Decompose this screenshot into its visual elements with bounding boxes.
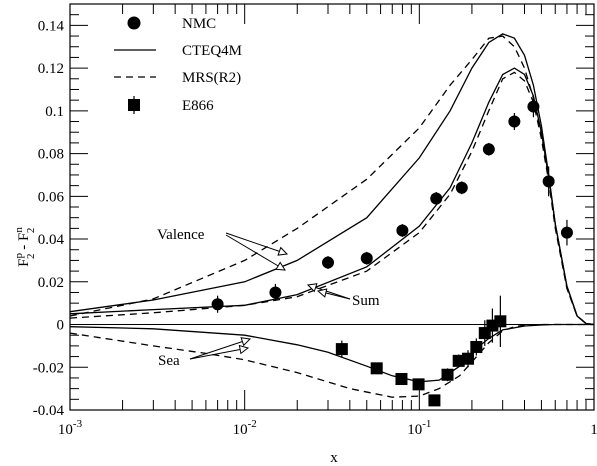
x-tick-label: 10-3: [58, 418, 83, 438]
legend: NMC CTEQ4M MRS(R2) E866: [114, 16, 242, 114]
e866-point: [452, 354, 465, 367]
annotations: Valence Sum Sea: [157, 227, 380, 369]
nmc-point: [482, 143, 495, 156]
curve-cteq4m-sum: [69, 67, 595, 326]
nmc-point: [269, 286, 282, 299]
sea-arrow-solid-head: [240, 337, 252, 347]
nmc-point: [396, 224, 409, 237]
nmc-point: [455, 181, 468, 194]
y-tick-label: 0.14: [38, 18, 65, 34]
nmc-point: [360, 252, 373, 265]
e866-point: [370, 362, 383, 375]
y-tick-label: 0.1: [45, 104, 64, 120]
curve-mrsr2-sum: [69, 71, 595, 326]
y-axis-label-f1: F: [16, 259, 32, 267]
valence-arrow-dashed-head: [277, 246, 289, 256]
legend-marker-nmc: [127, 16, 141, 30]
nmc-point: [542, 175, 555, 188]
annotation-valence: Valence: [157, 227, 205, 243]
y-axis-label: Fp2 - Fn2: [13, 227, 37, 267]
annotation-sea: Sea: [158, 353, 180, 369]
nmc-point: [527, 100, 540, 113]
y-tick-label: 0.08: [38, 147, 64, 163]
y-axis-label-sup2: n: [13, 227, 25, 233]
curve-mrsr2-sea: [69, 323, 594, 398]
e866-point: [462, 352, 475, 365]
model-curves: [69, 33, 595, 398]
y-tick-label: -0.02: [33, 360, 64, 376]
y-axis-label-mid: - F: [16, 233, 32, 254]
nmc-point: [508, 115, 521, 128]
legend-label-e866: E866: [182, 98, 214, 114]
e866-point: [441, 368, 454, 381]
x-axis-label: x: [330, 450, 338, 466]
nmc-point: [430, 192, 443, 205]
plot-frame: [69, 3, 595, 411]
y-tick-label: -0.04: [33, 403, 65, 419]
sea-arrow-solid: [189, 338, 251, 360]
e866-point: [335, 343, 348, 356]
x-tick-label: 10-2: [233, 418, 257, 438]
annotation-sum: Sum: [352, 293, 380, 309]
y-tick-label: 0.06: [38, 189, 65, 205]
y-tick-label: 0: [57, 318, 65, 334]
nmc-point: [322, 256, 335, 269]
x-tick-label: 10-1: [407, 418, 431, 438]
legend-label-mrsr2: MRS(R2): [182, 70, 241, 86]
valence-arrow-solid: [225, 234, 286, 271]
e866-point: [412, 378, 425, 391]
e866-point: [428, 394, 441, 407]
nmc-point: [560, 226, 573, 239]
y-tick-label: 0.02: [38, 275, 64, 291]
legend-marker-e866: [128, 99, 140, 111]
nmc-point: [211, 298, 224, 311]
y-axis-label-sub2: 2: [25, 228, 37, 234]
sea-arrow-dashed: [189, 347, 249, 360]
x-tick-label: 1: [590, 422, 597, 438]
valence-arrow-dashed: [225, 232, 288, 255]
legend-label-cteq4m: CTEQ4M: [182, 43, 242, 59]
y-axis-label-sup1: p: [13, 253, 25, 259]
e866-point: [470, 340, 483, 353]
e866-point: [494, 315, 507, 328]
plot-frame-rect: [69, 3, 595, 411]
legend-label-nmc: NMC: [182, 16, 216, 32]
sea-arrow-dashed-head: [238, 344, 250, 355]
sum-arrow-dashed-head: [316, 288, 328, 298]
valence-arrow-solid-head: [275, 261, 286, 271]
curve-cteq4m-sea: [69, 323, 594, 383]
axis-ticks: 0.140.120.10.080.060.040.020-0.02-0.0410…: [33, 3, 597, 438]
y-tick-label: 0.12: [38, 61, 64, 77]
e866-point: [395, 373, 408, 386]
sum-arrow-solid-head: [306, 283, 318, 293]
y-tick-label: 0.04: [38, 232, 65, 248]
y-axis-label-sub1: 2: [25, 254, 37, 260]
data-points: [211, 95, 573, 407]
